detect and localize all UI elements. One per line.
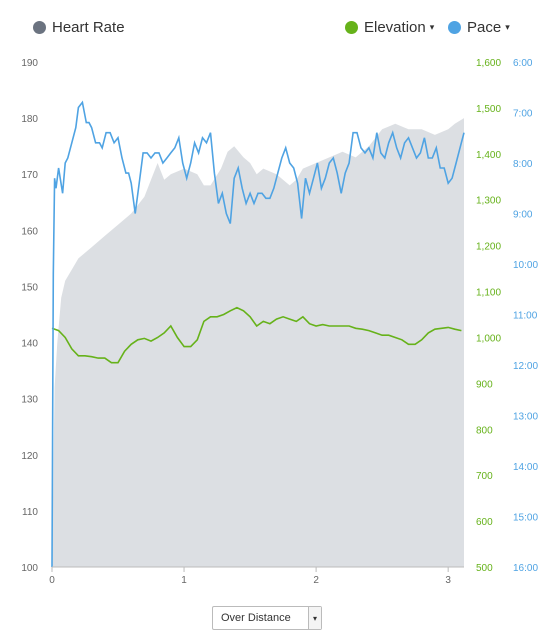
pace-tick-label: 15:00 [513,513,538,524]
activity-chart: 1001101201301401501601701801905006007008… [21,58,538,586]
legend-elevation[interactable]: Elevation ▾ [345,19,434,36]
pace-tick-label: 8:00 [513,159,533,170]
x-tick-label: 2 [313,575,319,586]
elevation-tick-label: 1,400 [476,150,501,161]
elevation-tick-label: 1,500 [476,104,501,115]
hr-tick-label: 130 [21,395,38,406]
pace-line [51,100,465,568]
pace-dot-icon [448,21,461,34]
pace-dropdown-icon[interactable]: ▾ [505,22,510,32]
elevation-label: Elevation [364,19,426,36]
hr-tick-label: 150 [21,282,38,293]
elevation-line [51,306,462,364]
chart-axes: 1001101201301401501601701801905006007008… [21,58,538,586]
elevation-tick-label: 1,600 [476,58,501,69]
pace-tick-label: 7:00 [513,109,533,120]
pace-tick-label: 9:00 [513,210,533,221]
x-tick-label: 0 [49,575,55,586]
hr-tick-label: 160 [21,226,38,237]
elevation-tick-label: 800 [476,425,493,436]
elevation-dot-icon [345,21,358,34]
x-axis-mode-select[interactable]: Over Distance ▾ [212,606,322,630]
hr-tick-label: 140 [21,339,38,350]
hr-tick-label: 170 [21,170,38,181]
elevation-tick-label: 1,300 [476,196,501,207]
pace-tick-label: 11:00 [513,311,538,322]
chevron-down-icon[interactable]: ▾ [308,607,321,629]
pace-tick-label: 14:00 [513,462,538,473]
hr-tick-label: 190 [21,58,38,69]
pace-tick-label: 6:00 [513,58,533,69]
x-tick-label: 1 [181,575,187,586]
heart-rate-dot-icon [33,21,46,34]
elevation-tick-label: 700 [476,471,493,482]
heart-rate-area [52,118,464,567]
legend-heart-rate[interactable]: Heart Rate [33,19,125,36]
hr-tick-label: 120 [21,451,38,462]
x-tick-label: 3 [445,575,451,586]
pace-label: Pace [467,19,502,36]
elevation-tick-label: 600 [476,517,493,528]
hr-tick-label: 180 [21,114,38,125]
pace-tick-label: 12:00 [513,361,538,372]
x-axis-mode-value: Over Distance [221,612,291,624]
elevation-tick-label: 1,200 [476,242,501,253]
heart-rate-label: Heart Rate [52,19,125,36]
hr-tick-label: 100 [21,563,38,574]
pace-tick-label: 10:00 [513,260,538,271]
legend-pace[interactable]: Pace ▾ [448,19,510,36]
elevation-tick-label: 1,000 [476,333,501,344]
pace-tick-label: 13:00 [513,412,538,423]
pace-tick-label: 16:00 [513,563,538,574]
elevation-tick-label: 900 [476,379,493,390]
elevation-tick-label: 500 [476,563,493,574]
elevation-tick-label: 1,100 [476,288,501,299]
elevation-dropdown-icon[interactable]: ▾ [429,22,435,32]
hr-tick-label: 110 [22,507,38,518]
